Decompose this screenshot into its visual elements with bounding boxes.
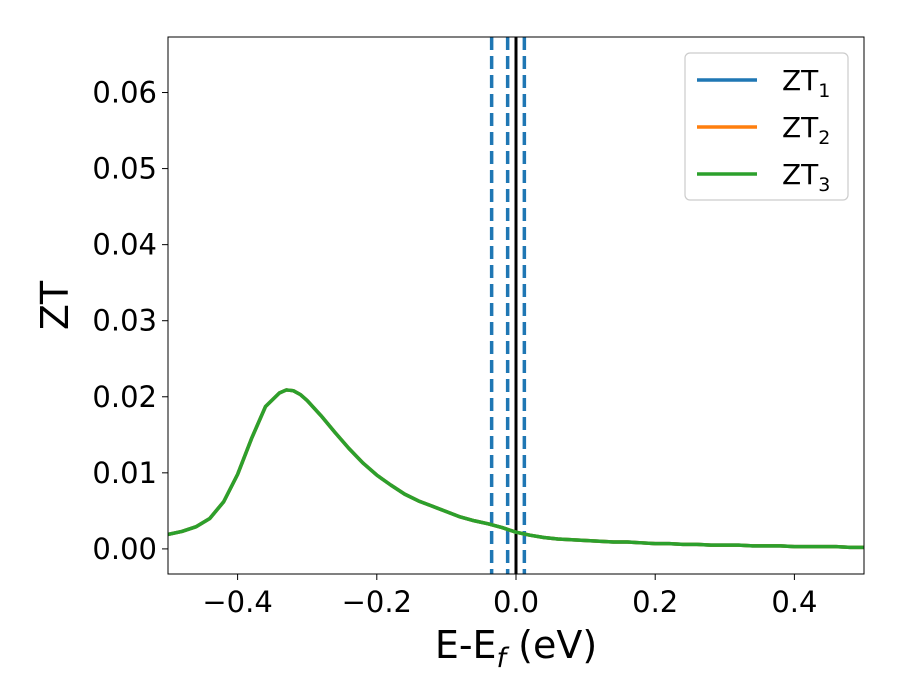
legend-label: ZT3 — [782, 158, 830, 196]
x-axis-label-unit: (eV) — [506, 623, 597, 667]
x-tick-label: −0.2 — [342, 585, 412, 619]
x-axis-label-main: E-E — [435, 623, 497, 667]
x-tick-label: 0.2 — [632, 585, 678, 619]
y-axis-label: ZT — [33, 280, 77, 330]
y-tick-label: 0.03 — [92, 304, 157, 338]
x-tick-label: −0.4 — [202, 585, 272, 619]
y-tick-label: 0.02 — [92, 380, 157, 414]
x-axis-label: E-Ef (eV) — [435, 623, 597, 674]
x-tick-label: 0.4 — [771, 585, 817, 619]
x-tick-label: 0.0 — [493, 585, 539, 619]
y-tick-label: 0.01 — [92, 456, 157, 490]
y-tick-label: 0.05 — [92, 152, 157, 186]
plot-frame — [167, 36, 865, 575]
legend-label: ZT1 — [782, 64, 830, 102]
x-axis: −0.4 −0.2 0.0 0.2 0.4 — [202, 574, 817, 619]
y-axis: 0.00 0.01 0.02 0.03 0.04 0.05 0.06 — [92, 76, 168, 566]
legend-label: ZT2 — [782, 111, 830, 149]
legend: ZT1 ZT2 ZT3 — [684, 52, 849, 201]
series-line-zt3 — [168, 388, 864, 550]
y-tick-label: 0.04 — [92, 228, 157, 262]
y-tick-label: 0.06 — [92, 76, 157, 110]
y-tick-label: 0.00 — [92, 532, 157, 566]
legend-box — [684, 52, 849, 201]
